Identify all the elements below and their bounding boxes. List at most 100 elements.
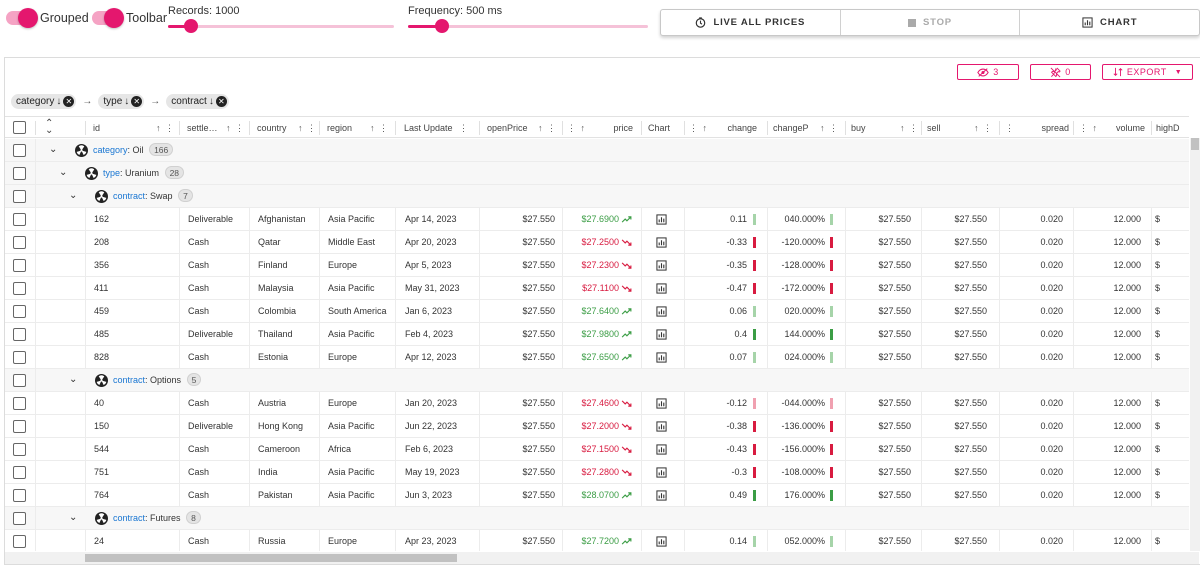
table-row[interactable]: 24 Cash Russia Europe Apr 23, 2023 $27.5… <box>5 530 1189 551</box>
row-checkbox[interactable] <box>13 466 26 479</box>
sort-menu-icon[interactable]: ↑ ⋮ <box>369 122 389 133</box>
row-checkbox[interactable] <box>13 236 26 249</box>
table-row[interactable]: 208 Cash Qatar Middle East Apr 20, 2023 … <box>5 231 1189 254</box>
table-row[interactable]: 459 Cash Colombia South America Jan 6, 2… <box>5 300 1189 323</box>
frequency-thumb[interactable] <box>434 19 449 33</box>
row-chart-icon[interactable] <box>656 467 667 480</box>
chevron-down-icon[interactable]: ⌄ <box>59 167 68 178</box>
row-chart-icon[interactable] <box>656 352 667 365</box>
header-buy[interactable]: buy ↑ ⋮ <box>851 122 919 134</box>
row-checkbox[interactable] <box>13 259 26 272</box>
row-checkbox[interactable] <box>13 351 26 364</box>
header-settlement[interactable]: settle… ↑ ⋮ <box>187 122 245 134</box>
export-button[interactable]: EXPORT ▼ <box>1102 64 1193 80</box>
header-country[interactable]: country ↑ ⋮ <box>257 122 317 134</box>
row-checkbox[interactable] <box>13 489 26 502</box>
menu-sort-icon[interactable]: ⋮ ↑ <box>1079 122 1099 133</box>
row-chart-icon[interactable] <box>656 444 667 457</box>
group-checkbox[interactable] <box>13 190 26 203</box>
table-row[interactable]: 162 Deliverable Afghanistan Asia Pacific… <box>5 208 1189 231</box>
header-price[interactable]: ⋮ ↑ price <box>567 122 633 134</box>
header-id[interactable]: id ↑ ⋮ <box>93 122 175 134</box>
sort-menu-icon[interactable]: ↑ ⋮ <box>973 122 993 133</box>
group-checkbox[interactable] <box>13 167 26 180</box>
menu-icon[interactable]: ⋮ <box>459 122 469 133</box>
menu-icon[interactable]: ⋮ <box>1005 122 1015 133</box>
table-row[interactable]: 751 Cash India Asia Pacific May 19, 2023… <box>5 461 1189 484</box>
sort-menu-icon[interactable]: ↑ ⋮ <box>155 122 175 133</box>
row-checkbox[interactable] <box>13 328 26 341</box>
row-chart-icon[interactable] <box>656 536 667 549</box>
chart-button[interactable]: CHART <box>1020 10 1199 35</box>
header-region[interactable]: region ↑ ⋮ <box>327 122 389 134</box>
group-checkbox[interactable] <box>13 144 26 157</box>
row-chart-icon[interactable] <box>656 490 667 503</box>
remove-chip-icon[interactable]: ✕ <box>63 95 75 107</box>
row-checkbox[interactable] <box>13 282 26 295</box>
group-row-contract[interactable]: ⌄ contract: Options 5 <box>5 369 1189 392</box>
row-checkbox[interactable] <box>13 443 26 456</box>
header-open-price[interactable]: openPrice ↑ ⋮ <box>487 122 557 134</box>
live-all-prices-button[interactable]: LIVE ALL PRICES <box>661 10 841 35</box>
sort-menu-icon[interactable]: ↑ ⋮ <box>819 122 839 133</box>
row-chart-icon[interactable] <box>656 214 667 227</box>
row-checkbox[interactable] <box>13 305 26 318</box>
group-row-category[interactable]: ⌄ category: Oil 166 <box>5 139 1189 162</box>
table-row[interactable]: 485 Deliverable Thailand Asia Pacific Fe… <box>5 323 1189 346</box>
chevron-down-icon[interactable]: ⌄ <box>69 374 78 385</box>
group-chip-contract[interactable]: contract ↓ ✕ <box>166 93 229 109</box>
group-checkbox[interactable] <box>13 512 26 525</box>
records-track[interactable] <box>168 19 394 33</box>
chevron-down-icon[interactable]: ⌄ <box>69 512 78 523</box>
grouped-switch[interactable] <box>6 8 38 28</box>
table-row[interactable]: 40 Cash Austria Europe Jan 20, 2023 $27.… <box>5 392 1189 415</box>
records-thumb[interactable] <box>183 19 198 33</box>
pinned-columns-button[interactable]: 0 <box>1030 64 1091 80</box>
toolbar-switch[interactable] <box>92 8 124 28</box>
group-chip-type[interactable]: type ↓ ✕ <box>98 93 145 109</box>
group-row-type[interactable]: ⌄ type: Uranium 28 <box>5 162 1189 185</box>
frequency-slider[interactable]: Frequency: 500 ms <box>408 5 648 33</box>
horizontal-scroll-thumb[interactable] <box>85 554 457 562</box>
header-change[interactable]: ⋮ ↑ change <box>689 122 757 134</box>
vertical-scrollbar[interactable] <box>1190 138 1200 551</box>
menu-sort-icon[interactable]: ⋮ ↑ <box>567 122 587 133</box>
header-chart[interactable]: Chart <box>648 123 671 133</box>
table-row[interactable]: 411 Cash Malaysia Asia Pacific May 31, 2… <box>5 277 1189 300</box>
row-checkbox[interactable] <box>13 397 26 410</box>
horizontal-scrollbar[interactable] <box>5 552 1199 564</box>
row-chart-icon[interactable] <box>656 329 667 342</box>
grouped-toggle[interactable]: Grouped <box>6 8 89 28</box>
row-chart-icon[interactable] <box>656 306 667 319</box>
collapse-all-icon[interactable]: ⌃ ⌄ <box>45 118 54 136</box>
group-checkbox[interactable] <box>13 374 26 387</box>
row-checkbox[interactable] <box>13 213 26 226</box>
table-row[interactable]: 544 Cash Cameroon Africa Feb 6, 2023 $27… <box>5 438 1189 461</box>
frequency-track[interactable] <box>408 19 648 33</box>
sort-down-icon[interactable]: ↓ <box>208 95 214 107</box>
toolbar-toggle[interactable]: Toolbar <box>92 8 167 28</box>
group-row-contract[interactable]: ⌄ contract: Swap 7 <box>5 185 1189 208</box>
row-chart-icon[interactable] <box>656 398 667 411</box>
menu-sort-icon[interactable]: ⋮ ↑ <box>689 122 709 133</box>
chevron-down-icon[interactable]: ⌄ <box>49 144 58 155</box>
row-chart-icon[interactable] <box>656 283 667 296</box>
sort-menu-icon[interactable]: ↑ ⋮ <box>225 122 245 133</box>
vertical-scroll-thumb[interactable] <box>1191 138 1199 150</box>
sort-menu-icon[interactable]: ↑ ⋮ <box>297 122 317 133</box>
hidden-columns-button[interactable]: 3 <box>957 64 1019 80</box>
group-row-contract[interactable]: ⌄ contract: Futures 8 <box>5 507 1189 530</box>
stop-button[interactable]: STOP <box>841 10 1021 35</box>
select-all-checkbox[interactable] <box>13 121 26 134</box>
records-slider[interactable]: Records: 1000 <box>168 5 394 33</box>
remove-chip-icon[interactable]: ✕ <box>215 95 227 107</box>
chevron-down-icon[interactable]: ⌄ <box>69 190 78 201</box>
table-row[interactable]: 828 Cash Estonia Europe Apr 12, 2023 $27… <box>5 346 1189 369</box>
row-chart-icon[interactable] <box>656 421 667 434</box>
header-spread[interactable]: ⋮ spread <box>1005 122 1069 134</box>
table-row[interactable]: 150 Deliverable Hong Kong Asia Pacific J… <box>5 415 1189 438</box>
header-highd[interactable]: highD <box>1156 123 1180 133</box>
header-sell[interactable]: sell ↑ ⋮ <box>927 122 993 134</box>
row-checkbox[interactable] <box>13 420 26 433</box>
header-last-update[interactable]: Last Update ⋮ <box>404 122 469 134</box>
